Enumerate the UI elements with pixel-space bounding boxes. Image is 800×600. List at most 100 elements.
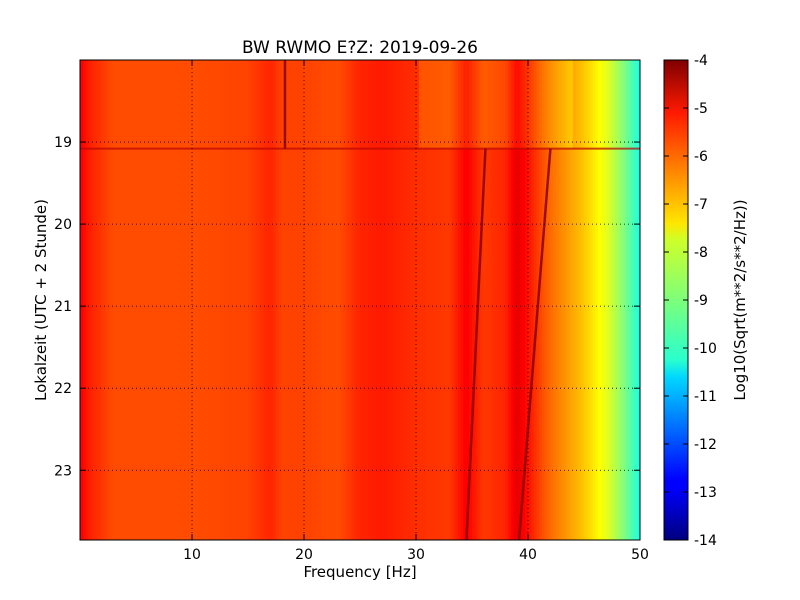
heatmap-cell xyxy=(262,148,266,540)
heatmap-cell xyxy=(399,60,403,149)
heatmap-cell xyxy=(108,60,112,149)
colorbar-tick-label: -12 xyxy=(694,437,717,453)
heatmap-cell xyxy=(500,148,504,540)
heatmap-cell xyxy=(584,60,588,149)
heatmap-cell xyxy=(368,148,372,540)
heatmap-cell xyxy=(320,148,325,540)
heatmap-cell xyxy=(626,148,630,540)
heatmap-cell xyxy=(544,148,549,540)
heatmap-cell xyxy=(200,148,204,540)
heatmap-cell xyxy=(430,148,434,540)
heatmap-cell xyxy=(122,60,126,149)
heatmap-cell xyxy=(556,148,560,540)
heatmap-cell xyxy=(547,148,551,540)
heatmap-cell xyxy=(502,60,507,149)
heatmap-cell xyxy=(192,60,196,149)
heatmap-cell xyxy=(108,148,112,540)
heatmap-cell xyxy=(329,60,333,149)
heatmap-cell xyxy=(332,60,336,149)
colorbar-tick-label: -6 xyxy=(694,149,708,165)
heatmap-cell xyxy=(463,60,467,149)
heatmap-cell xyxy=(544,60,549,149)
heatmap-cell xyxy=(362,148,367,540)
heatmap-cell xyxy=(362,60,367,149)
heatmap-cell xyxy=(273,60,277,149)
heatmap-cell xyxy=(452,60,456,149)
heatmap-cell xyxy=(435,60,439,149)
heatmap-cell xyxy=(166,148,171,540)
heatmap-cell xyxy=(113,60,117,149)
heatmap-cell xyxy=(220,148,224,540)
heatmap-cell xyxy=(172,148,176,540)
heatmap-cell xyxy=(570,148,574,540)
heatmap-cell xyxy=(609,148,613,540)
heatmap-cell xyxy=(458,60,462,149)
heatmap-cell xyxy=(228,148,232,540)
heatmap-cell xyxy=(225,60,229,149)
heatmap-cell xyxy=(589,148,593,540)
heatmap-cell xyxy=(250,148,255,540)
heatmap-cell xyxy=(550,148,554,540)
heatmap-cell xyxy=(528,148,532,540)
heatmap-cell xyxy=(623,60,627,149)
heatmap-cell xyxy=(326,60,330,149)
heatmap-cell xyxy=(309,60,313,149)
heatmap-cell xyxy=(172,60,176,149)
heatmap-cell xyxy=(578,148,582,540)
heatmap-cell xyxy=(628,60,633,149)
heatmap-cell xyxy=(612,148,616,540)
heatmap-cell xyxy=(500,60,504,149)
heatmap-cell xyxy=(388,60,392,149)
heatmap-cell xyxy=(539,60,543,149)
heatmap-cell xyxy=(631,148,635,540)
heatmap-cell xyxy=(287,60,291,149)
heatmap-cell xyxy=(102,60,106,149)
heatmap-cell xyxy=(211,60,215,149)
y-axis-label: Lokalzeit (UTC + 2 Stunde) xyxy=(32,199,50,401)
heatmap-cell xyxy=(452,148,456,540)
heatmap-cell xyxy=(600,148,605,540)
heatmap-cell xyxy=(99,148,103,540)
heatmap-cell xyxy=(306,60,311,149)
heatmap-cell xyxy=(102,148,106,540)
heatmap-cell xyxy=(413,60,417,149)
heatmap-cell xyxy=(161,60,165,149)
heatmap-cell xyxy=(511,60,515,149)
heatmap-cell xyxy=(407,60,411,149)
heatmap-cell xyxy=(164,148,168,540)
heatmap-cell xyxy=(312,60,316,149)
heatmap-cell xyxy=(256,148,260,540)
heatmap-cell xyxy=(295,148,299,540)
heatmap-cell xyxy=(309,148,313,540)
heatmap-cell xyxy=(312,148,316,540)
heatmap-cell xyxy=(130,60,134,149)
heatmap-cell xyxy=(575,148,579,540)
heatmap-cell xyxy=(536,60,540,149)
heatmap-cell xyxy=(542,148,546,540)
heatmap-cell xyxy=(530,60,535,149)
heatmap-cell xyxy=(178,148,182,540)
heatmap-cell xyxy=(234,60,238,149)
heatmap-cell xyxy=(561,60,565,149)
heatmap-cell xyxy=(113,148,117,540)
heatmap-cell xyxy=(435,148,439,540)
heatmap-cell xyxy=(390,60,395,149)
x-tick-label: 50 xyxy=(631,547,649,563)
heatmap-cell xyxy=(192,148,196,540)
heatmap-cell xyxy=(382,148,386,540)
heatmap-cell xyxy=(438,60,442,149)
colorbar-label: Log10(Sqrt(m**2/s**2/Hz)) xyxy=(731,199,749,400)
heatmap-cell xyxy=(547,60,551,149)
heatmap-cell xyxy=(483,60,487,149)
heatmap-cell xyxy=(390,148,395,540)
heatmap-cell xyxy=(418,148,423,540)
heatmap-cell xyxy=(603,148,607,540)
heatmap-cell xyxy=(214,60,218,149)
heatmap xyxy=(80,60,640,540)
heatmap-cell xyxy=(376,148,381,540)
y-axis: 19 20 21 22 23 xyxy=(54,135,640,479)
heatmap-cell xyxy=(514,60,518,149)
heatmap-cell xyxy=(480,148,484,540)
heatmap-cell xyxy=(262,60,266,149)
heatmap-cell xyxy=(138,148,143,540)
